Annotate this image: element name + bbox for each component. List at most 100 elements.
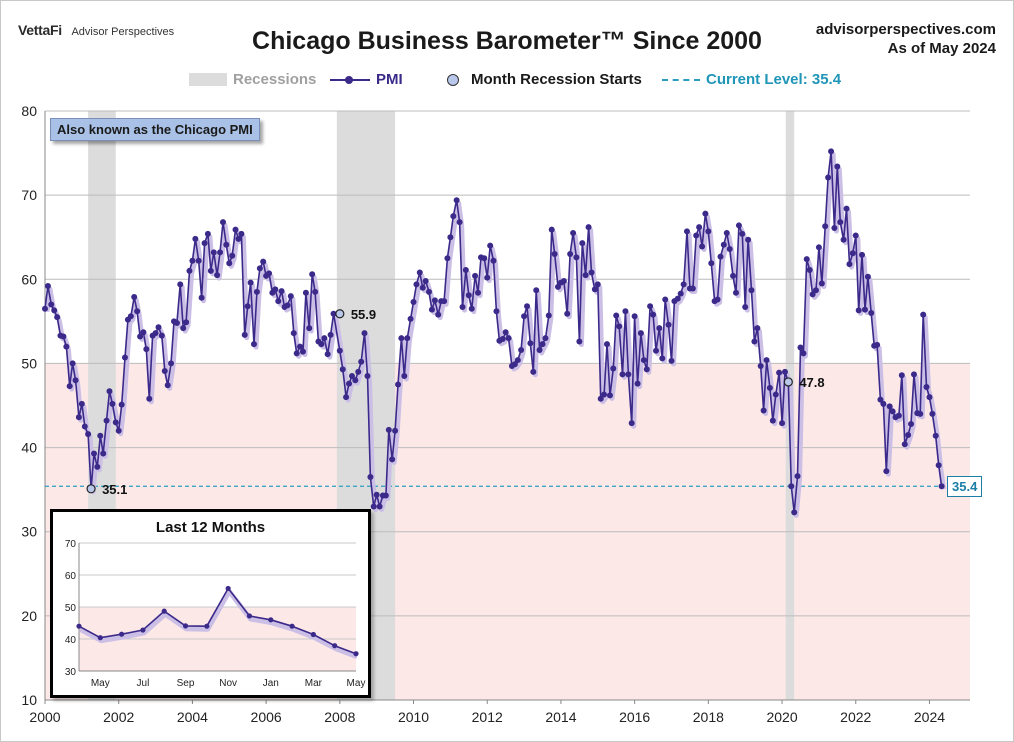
series-point — [530, 368, 537, 375]
series-point — [809, 291, 816, 298]
series-point — [241, 331, 248, 338]
series-point — [625, 371, 632, 378]
series-point — [889, 408, 896, 415]
series-point — [416, 269, 423, 276]
series-point — [256, 265, 263, 272]
inset-chart: 30 40 50 60 70 May Jul Sep Nov Jan Mar May — [65, 539, 366, 689]
series-point — [874, 341, 881, 348]
series-point — [475, 289, 482, 296]
inset-line-shadow — [78, 588, 358, 660]
legend-month-recession: Month Recession Starts — [447, 71, 642, 88]
series-point — [444, 255, 451, 262]
series-point — [910, 371, 917, 378]
inset-x-tick-label: Mar — [305, 678, 323, 689]
series-point — [533, 287, 540, 294]
series-point — [797, 344, 804, 351]
series-point — [389, 456, 396, 463]
series-point — [140, 329, 147, 336]
series-point — [346, 380, 353, 387]
series-point — [822, 223, 829, 230]
inset-y-tick-label: 40 — [65, 635, 77, 646]
series-point — [287, 293, 294, 300]
recession-start-marker — [335, 309, 345, 319]
series-point — [97, 432, 104, 439]
series-point — [183, 319, 190, 326]
series-point — [699, 243, 706, 250]
series-point — [447, 234, 454, 241]
series-point — [355, 368, 362, 375]
series-point — [60, 333, 67, 340]
series-point — [348, 373, 355, 380]
series-point — [570, 230, 577, 237]
series-point — [901, 441, 908, 448]
series-point — [395, 381, 402, 388]
inset-x-tick-label: Nov — [219, 678, 237, 689]
series-point — [769, 417, 776, 424]
series-point — [219, 219, 226, 226]
series-point — [266, 270, 273, 277]
series-point — [487, 242, 494, 249]
series-point — [164, 382, 171, 389]
series-point — [745, 236, 752, 243]
series-point — [653, 347, 660, 354]
series-point — [815, 244, 822, 251]
series-point — [343, 394, 350, 401]
series-point — [597, 395, 604, 402]
series-point — [763, 357, 770, 364]
series-point — [680, 281, 687, 288]
x-tick-label: 2022 — [840, 709, 871, 725]
series-point — [735, 222, 742, 229]
series-point — [536, 346, 543, 353]
series-point — [564, 310, 571, 317]
series-point — [545, 312, 552, 319]
series-point — [818, 280, 825, 287]
series-point — [312, 288, 319, 295]
legend-month-recession-label: Month Recession Starts — [471, 71, 642, 88]
series-point — [186, 267, 193, 274]
series-point — [422, 277, 429, 284]
series-point — [468, 305, 475, 312]
series-point — [435, 311, 442, 318]
series-point — [840, 236, 847, 243]
series-point — [168, 360, 175, 367]
series-point — [693, 232, 700, 239]
series-point — [708, 260, 715, 267]
pmi-swatch — [330, 74, 370, 86]
series-point — [244, 303, 251, 310]
inset-series-point — [246, 613, 253, 619]
inset-y-tick-label: 30 — [65, 667, 77, 678]
x-tick-label: 2016 — [619, 709, 650, 725]
series-point — [121, 354, 128, 361]
y-tick-label: 40 — [21, 440, 37, 456]
series-point — [732, 289, 739, 296]
site-label: advisorperspectives.com — [815, 21, 996, 38]
page-title: Chicago Business Barometer™ Since 2000 — [252, 27, 762, 55]
recession-start-marker — [783, 377, 793, 387]
y-tick-label: 30 — [21, 524, 37, 540]
series-point — [825, 174, 832, 181]
inset-series-point — [353, 651, 359, 657]
recession-start-label: 35.1 — [102, 482, 127, 497]
series-point — [465, 292, 472, 299]
inset-series-point — [204, 623, 210, 629]
series-point — [514, 357, 521, 364]
series-point — [118, 401, 125, 408]
series-point — [127, 313, 134, 320]
inset-series-point — [97, 635, 103, 641]
series-point — [173, 320, 180, 327]
series-point — [905, 431, 912, 438]
series-point — [382, 492, 389, 499]
x-tick-label: 2006 — [251, 709, 282, 725]
series-point — [426, 288, 433, 295]
legend: Recessions PMI Month Recession Starts Cu… — [0, 71, 1014, 91]
series-point — [330, 310, 337, 317]
series-point — [637, 330, 644, 337]
series-point — [843, 205, 850, 212]
series-point — [238, 230, 245, 237]
series-point — [926, 394, 933, 401]
series-point — [877, 396, 884, 403]
series-point — [859, 251, 866, 258]
series-point — [456, 219, 463, 226]
y-tick-label: 60 — [21, 271, 37, 287]
legend-current-level: Current Level: 35.4 — [662, 71, 841, 88]
